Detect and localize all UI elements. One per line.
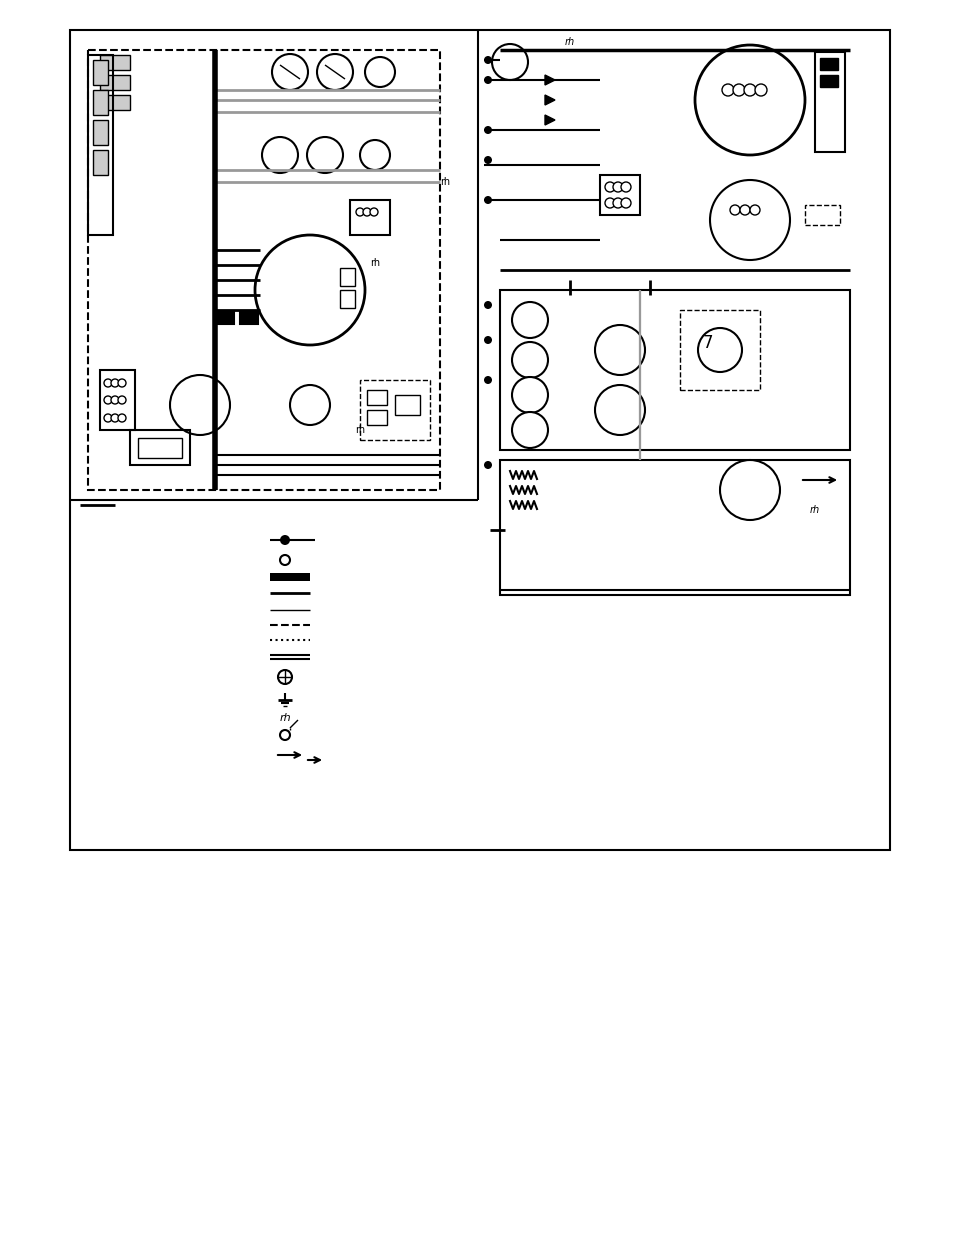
Circle shape bbox=[695, 44, 804, 156]
Text: rh: rh bbox=[809, 505, 820, 515]
Bar bbox=[679, 310, 760, 390]
Circle shape bbox=[483, 196, 492, 204]
Bar bbox=[804, 205, 840, 225]
Circle shape bbox=[604, 182, 615, 191]
Text: rh: rh bbox=[370, 258, 379, 268]
Text: rh: rh bbox=[439, 177, 450, 186]
Circle shape bbox=[111, 396, 119, 404]
Text: 7: 7 bbox=[702, 333, 713, 352]
Bar bbox=[395, 395, 419, 415]
Circle shape bbox=[118, 396, 126, 404]
Bar bbox=[599, 175, 639, 215]
Circle shape bbox=[365, 57, 395, 86]
Circle shape bbox=[620, 182, 630, 191]
Circle shape bbox=[363, 207, 371, 216]
Bar bbox=[100, 370, 135, 430]
Circle shape bbox=[754, 84, 766, 96]
Circle shape bbox=[104, 414, 112, 422]
Circle shape bbox=[483, 375, 492, 384]
Text: rh: rh bbox=[280, 713, 292, 722]
Bar bbox=[130, 430, 190, 466]
Circle shape bbox=[604, 198, 615, 207]
Bar bbox=[88, 56, 112, 235]
Circle shape bbox=[370, 207, 377, 216]
Circle shape bbox=[483, 461, 492, 469]
Circle shape bbox=[118, 414, 126, 422]
Bar bbox=[100, 56, 130, 70]
Circle shape bbox=[483, 126, 492, 135]
Circle shape bbox=[492, 44, 527, 80]
Bar bbox=[100, 95, 130, 110]
Circle shape bbox=[620, 198, 630, 207]
Bar bbox=[359, 380, 430, 440]
Bar bbox=[92, 149, 108, 175]
Bar bbox=[92, 90, 108, 115]
Circle shape bbox=[698, 329, 741, 372]
Bar bbox=[350, 200, 390, 235]
Bar bbox=[100, 75, 130, 90]
Circle shape bbox=[254, 235, 365, 345]
Bar bbox=[499, 459, 849, 595]
Circle shape bbox=[721, 84, 733, 96]
Circle shape bbox=[355, 207, 364, 216]
Bar bbox=[367, 410, 387, 425]
Circle shape bbox=[280, 555, 290, 564]
Circle shape bbox=[709, 180, 789, 261]
Circle shape bbox=[307, 137, 343, 173]
Circle shape bbox=[743, 84, 755, 96]
Bar bbox=[499, 290, 849, 450]
Circle shape bbox=[111, 379, 119, 387]
Circle shape bbox=[729, 205, 740, 215]
Bar bbox=[820, 75, 837, 86]
Circle shape bbox=[277, 671, 292, 684]
Circle shape bbox=[483, 156, 492, 164]
Circle shape bbox=[595, 325, 644, 375]
Text: rh: rh bbox=[355, 425, 365, 435]
Circle shape bbox=[512, 342, 547, 378]
Circle shape bbox=[512, 303, 547, 338]
Circle shape bbox=[512, 377, 547, 412]
Circle shape bbox=[118, 379, 126, 387]
Circle shape bbox=[749, 205, 760, 215]
Circle shape bbox=[483, 336, 492, 345]
Circle shape bbox=[104, 379, 112, 387]
Bar bbox=[215, 312, 233, 324]
Polygon shape bbox=[544, 115, 555, 125]
Circle shape bbox=[483, 301, 492, 309]
Bar bbox=[814, 52, 844, 152]
Polygon shape bbox=[544, 95, 555, 105]
Circle shape bbox=[483, 77, 492, 84]
Circle shape bbox=[720, 459, 780, 520]
Circle shape bbox=[316, 54, 353, 90]
Circle shape bbox=[280, 535, 290, 545]
Bar bbox=[270, 573, 310, 580]
Circle shape bbox=[732, 84, 744, 96]
Bar bbox=[339, 268, 355, 287]
Circle shape bbox=[740, 205, 749, 215]
Circle shape bbox=[262, 137, 297, 173]
Circle shape bbox=[170, 375, 230, 435]
Bar bbox=[339, 290, 355, 308]
Circle shape bbox=[613, 182, 622, 191]
Circle shape bbox=[512, 412, 547, 448]
Circle shape bbox=[272, 54, 308, 90]
Circle shape bbox=[290, 385, 330, 425]
Circle shape bbox=[483, 56, 492, 64]
Bar bbox=[92, 61, 108, 85]
Bar bbox=[138, 438, 182, 458]
Bar bbox=[70, 30, 889, 850]
Bar bbox=[367, 390, 387, 405]
Circle shape bbox=[280, 730, 290, 740]
Bar bbox=[820, 58, 837, 70]
Circle shape bbox=[111, 414, 119, 422]
Bar bbox=[92, 120, 108, 144]
Circle shape bbox=[613, 198, 622, 207]
Bar bbox=[240, 312, 257, 324]
Circle shape bbox=[595, 385, 644, 435]
Circle shape bbox=[104, 396, 112, 404]
Text: rh: rh bbox=[564, 37, 575, 47]
Circle shape bbox=[359, 140, 390, 170]
Polygon shape bbox=[544, 75, 555, 85]
